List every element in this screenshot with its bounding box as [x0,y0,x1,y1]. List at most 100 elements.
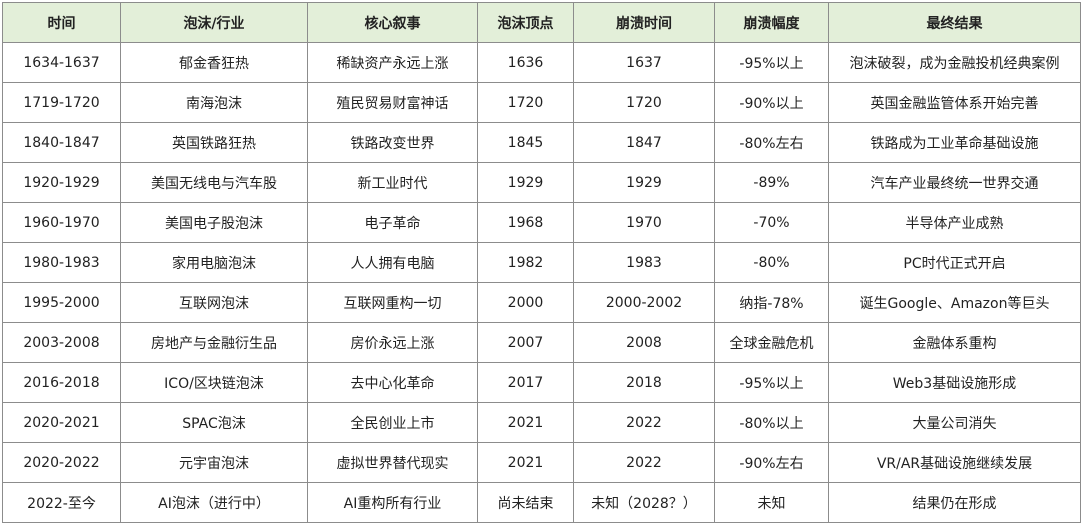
table-cell: 人人拥有电脑 [307,242,478,283]
table-cell: 1636 [477,42,574,83]
table-cell: Web3基础设施形成 [828,362,1081,403]
table-cell: 1982 [477,242,574,283]
table-cell: 2000-2002 [573,282,715,323]
header-cell: 最终结果 [828,2,1081,43]
table-cell: 未知（2028？） [573,482,715,523]
table-cell: 诞生Google、Amazon等巨头 [828,282,1081,323]
table-cell: 虚拟世界替代现实 [307,442,478,483]
table-cell: 殖民贸易财富神话 [307,82,478,123]
table-cell: 1929 [477,162,574,203]
table-cell: 家用电脑泡沫 [120,242,308,283]
table-cell: 英国铁路狂热 [120,122,308,163]
table-cell: 1840-1847 [2,122,121,163]
table-cell: 1920-1929 [2,162,121,203]
table-cell: 1847 [573,122,715,163]
table-cell: 泡沫破裂，成为金融投机经典案例 [828,42,1081,83]
table-cell: 铁路改变世界 [307,122,478,163]
table-cell: 汽车产业最终统一世界交通 [828,162,1081,203]
table-cell: 2000 [477,282,574,323]
header-cell: 泡沫/行业 [120,2,308,43]
table-row: 2003-2008 房地产与金融衍生品 房价永远上涨 2007 2008 全球金融危机 金融… [2,322,1081,363]
table-cell: 2022 [573,442,715,483]
header-cell: 崩溃幅度 [714,2,829,43]
table-cell: 结果仍在形成 [828,482,1081,523]
table-cell: 全民创业上市 [307,402,478,443]
table-cell: 1720 [477,82,574,123]
table-cell: 2016-2018 [2,362,121,403]
table-cell: 2021 [477,402,574,443]
table-cell: 互联网泡沫 [120,282,308,323]
table-cell: 铁路成为工业革命基础设施 [828,122,1081,163]
table-cell: 新工业时代 [307,162,478,203]
table-body: 1634-1637 郁金香狂热 稀缺资产永远上涨 1636 1637 -95%以上 泡沫破裂… [2,42,1081,523]
table-cell: -80%左右 [714,122,829,163]
table-cell: 1637 [573,42,715,83]
table-cell: PC时代正式开启 [828,242,1081,283]
table-cell: 尚未结束 [477,482,574,523]
header-cell: 泡沫顶点 [477,2,574,43]
table-cell: 2020-2022 [2,442,121,483]
table-cell: 金融体系重构 [828,322,1081,363]
table-cell: 1970 [573,202,715,243]
table-cell: 互联网重构一切 [307,282,478,323]
table-cell: 电子革命 [307,202,478,243]
table-cell: 2007 [477,322,574,363]
table-cell: 2022-至今 [2,482,121,523]
table-cell: AI重构所有行业 [307,482,478,523]
header-row: 时间 泡沫/行业 核心叙事 泡沫顶点 崩溃时间 崩溃幅度 最终结果 [2,2,1081,43]
table-cell: ICO/区块链泡沫 [120,362,308,403]
table-cell: 房地产与金融衍生品 [120,322,308,363]
table-row: 2016-2018 ICO/区块链泡沫 去中心化革命 2017 2018 -95%以上 We… [2,362,1081,403]
table-cell: -90%以上 [714,82,829,123]
table-cell: 郁金香狂热 [120,42,308,83]
table-cell: 1960-1970 [2,202,121,243]
table-cell: -70% [714,202,829,243]
table-row: 2020-2022 元宇宙泡沫 虚拟世界替代现实 2021 2022 -90%左右 VR/A… [2,442,1081,483]
table-cell: 南海泡沫 [120,82,308,123]
table-cell: 2018 [573,362,715,403]
table-cell: -95%以上 [714,42,829,83]
table-cell: 元宇宙泡沫 [120,442,308,483]
table-row: 1980-1983 家用电脑泡沫 人人拥有电脑 1982 1983 -80% PC时代正式开… [2,242,1081,283]
table-cell: 1634-1637 [2,42,121,83]
table-cell: 1929 [573,162,715,203]
table-cell: AI泡沫（进行中） [120,482,308,523]
table-cell: 美国电子股泡沫 [120,202,308,243]
table-cell: -95%以上 [714,362,829,403]
table-cell: 2022 [573,402,715,443]
table-row: 1840-1847 英国铁路狂热 铁路改变世界 1845 1847 -80%左右 铁路成为工… [2,122,1081,163]
table-cell: 1845 [477,122,574,163]
header-cell: 时间 [2,2,121,43]
table-cell: -89% [714,162,829,203]
table-cell: SPAC泡沫 [120,402,308,443]
table-row: 1634-1637 郁金香狂热 稀缺资产永远上涨 1636 1637 -95%以上 泡沫破裂… [2,42,1081,83]
table-cell: 1720 [573,82,715,123]
table-cell: 2003-2008 [2,322,121,363]
table-row: 2022-至今 AI泡沫（进行中） AI重构所有行业 尚未结束 未知（2028？） 未知结… [2,482,1081,523]
table-cell: -80%以上 [714,402,829,443]
table-cell: 去中心化革命 [307,362,478,403]
table-cell: 1995-2000 [2,282,121,323]
table-row: 1719-1720 南海泡沫 殖民贸易财富神话 1720 1720 -90%以上 英国金融监… [2,82,1081,123]
table-cell: 半导体产业成熟 [828,202,1081,243]
table-cell: VR/AR基础设施继续发展 [828,442,1081,483]
table-cell: 2008 [573,322,715,363]
table-row: 2020-2021 SPAC泡沫 全民创业上市 2021 2022 -80%以上 大量公司消… [2,402,1081,443]
table-cell: 美国无线电与汽车股 [120,162,308,203]
table-cell: -90%左右 [714,442,829,483]
header-cell: 崩溃时间 [573,2,715,43]
table-cell: 2020-2021 [2,402,121,443]
header-cell: 核心叙事 [307,2,478,43]
table-cell: 1983 [573,242,715,283]
table-cell: 稀缺资产永远上涨 [307,42,478,83]
table-cell: 未知 [714,482,829,523]
table-cell: 2017 [477,362,574,403]
table-cell: 1980-1983 [2,242,121,283]
table-cell: 纳指-78% [714,282,829,323]
table-row: 1960-1970 美国电子股泡沫 电子革命 1968 1970 -70% 半导体产业成熟 [2,202,1081,243]
table-cell: 全球金融危机 [714,322,829,363]
table-cell: 房价永远上涨 [307,322,478,363]
table-cell: -80% [714,242,829,283]
